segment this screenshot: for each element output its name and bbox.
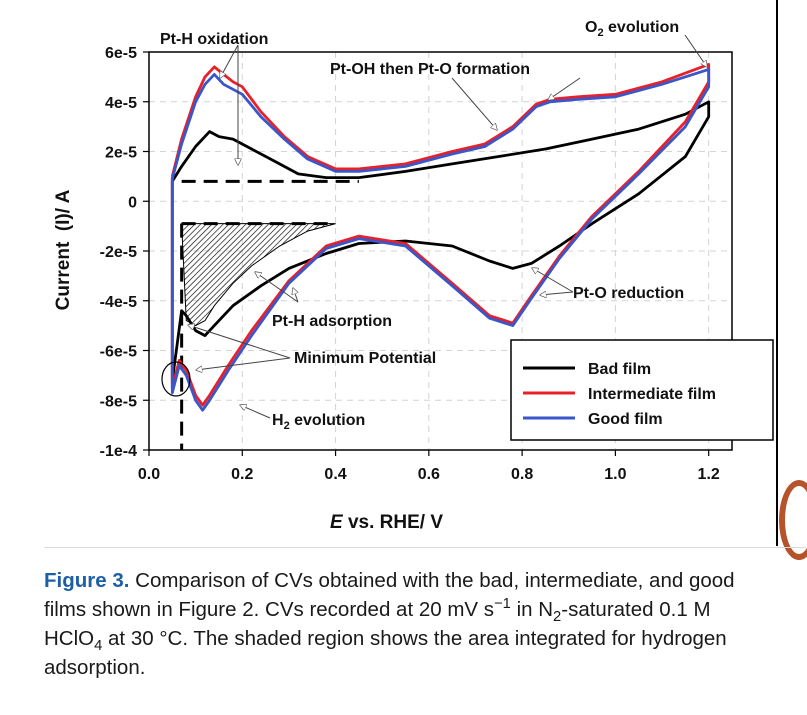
caption-text: Comparison of CVs obtained with the bad,… — [44, 569, 735, 621]
annotation-pointers — [188, 34, 707, 419]
figure-caption: Figure 3. Comparison of CVs obtained wit… — [44, 566, 774, 682]
page-edge-mark — [779, 480, 807, 560]
x-tick-label: 0.4 — [324, 466, 346, 483]
legend-label-good: Good film — [588, 411, 663, 428]
y-tick-label: 0 — [128, 194, 137, 211]
x-axis-label: E vs. RHE/ V — [330, 512, 443, 533]
caption-text: at 30 °C. The shaded region shows the ar… — [44, 627, 727, 679]
caption-subscript: 4 — [94, 638, 103, 655]
legend: Bad film Intermediate film Good film — [510, 339, 774, 441]
annotation-pt-o-reduction: Pt-O reduction — [573, 285, 684, 302]
y-tick-label: -6e-5 — [100, 344, 137, 361]
y-axis-label: Current (I)/ A — [53, 189, 74, 310]
annotation-minimum-potential: Minimum Potential — [294, 350, 436, 367]
x-tick-label: 0.0 — [138, 466, 160, 483]
caption-label: Figure 3. — [44, 569, 130, 592]
series-line-bad-film — [170, 100, 711, 382]
caption-rule — [44, 547, 806, 548]
caption-superscript: −1 — [494, 596, 511, 613]
caption-subscript: 2 — [553, 609, 562, 626]
y-tick-label: -8e-5 — [100, 393, 137, 410]
y-tick-label: 6e-5 — [105, 45, 137, 62]
x-tick-label: 1.2 — [698, 466, 720, 483]
dashed-baselines — [180, 179, 359, 450]
x-tick-label: 0.6 — [418, 466, 440, 483]
legend-label-bad: Bad film — [588, 361, 651, 378]
y-tick-label: -4e-5 — [100, 294, 137, 311]
annotation-pt-h-adsorption: Pt-H adsorption — [272, 313, 392, 330]
legend-label-intermediate: Intermediate film — [588, 386, 716, 403]
annotation-pt-oh-formation: Pt-OH then Pt-O formation — [330, 61, 530, 78]
column-divider — [776, 0, 778, 546]
y-tick-label: 2e-5 — [105, 145, 137, 162]
annotation-h2-evolution: H2 evolution — [272, 412, 365, 432]
y-tick-label: -1e-4 — [100, 443, 137, 460]
annotation-o2-evolution: O2 evolution — [585, 19, 679, 39]
x-tick-label: 0.8 — [511, 466, 533, 483]
legend-box — [510, 339, 774, 441]
series-layer — [170, 63, 711, 412]
x-tick-label: 0.2 — [231, 466, 253, 483]
minimum-potential-circle — [161, 361, 191, 397]
series-line-good-film — [170, 68, 711, 412]
x-tick-label: 1.0 — [604, 466, 626, 483]
annotation-pt-h-oxidation: Pt-H oxidation — [160, 31, 268, 48]
axis-ticks: 0.0 0.2 0.4 0.6 0.8 1.0 1.2 6e-5 4e-5 2e-5 0 -2e-5 -… — [100, 45, 720, 483]
y-tick-label: 4e-5 — [105, 95, 137, 112]
series-line-intermediate-film — [170, 63, 711, 407]
caption-text: in N — [510, 598, 554, 621]
caption-text: -saturated 0.1 M HClO — [44, 598, 711, 650]
y-tick-label: -2e-5 — [100, 244, 137, 261]
